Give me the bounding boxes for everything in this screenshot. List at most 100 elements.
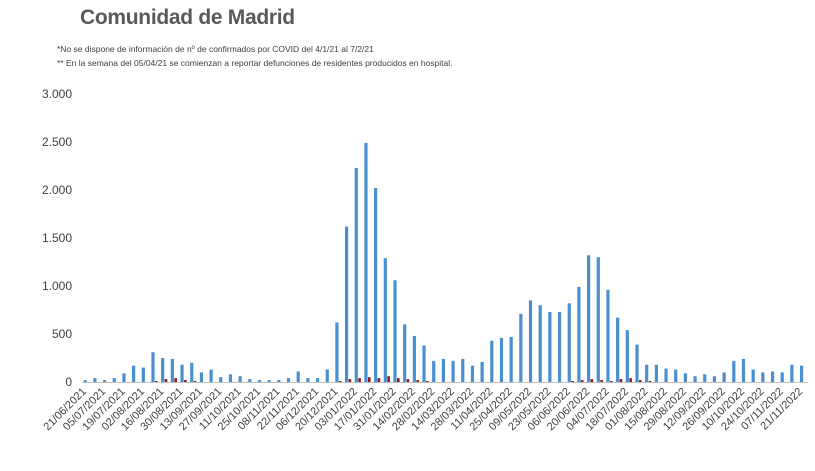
bar-confirmados	[364, 142, 368, 382]
bar-confirmados	[548, 311, 552, 382]
bar-confirmados	[635, 344, 639, 382]
bar-confirmados	[654, 364, 658, 382]
bar-confirmados	[693, 376, 697, 382]
bar-defunciones	[416, 380, 419, 382]
bar-defunciones	[367, 377, 371, 382]
bar-confirmados	[141, 367, 145, 382]
bar-confirmados	[238, 376, 242, 382]
bar-defunciones	[571, 381, 574, 382]
bar-confirmados	[325, 369, 329, 382]
bar-confirmados	[761, 372, 765, 382]
bar-confirmados	[780, 372, 784, 382]
bar-defunciones	[377, 378, 381, 382]
bar-confirmados	[93, 378, 97, 382]
bar-defunciones	[193, 381, 197, 382]
bar-confirmados	[286, 378, 291, 382]
bar-confirmados	[461, 358, 465, 382]
bar-confirmados	[577, 286, 581, 382]
bar-confirmados	[209, 369, 213, 382]
bar-defunciones	[174, 378, 177, 382]
bar-defunciones	[600, 380, 603, 382]
bar-confirmados	[751, 369, 755, 382]
bar-confirmados	[480, 361, 484, 382]
bar-defunciones	[406, 379, 410, 382]
bar-confirmados	[374, 188, 378, 382]
bar-confirmados	[296, 371, 300, 382]
bar-confirmados	[315, 378, 320, 382]
bar-confirmados	[122, 373, 126, 382]
bar-confirmados	[248, 379, 252, 382]
bar-confirmados	[112, 378, 116, 382]
bar-confirmados	[683, 373, 687, 382]
bar-confirmados	[732, 360, 736, 382]
bar-defunciones	[155, 381, 158, 382]
y-tick-label: 2.000	[42, 183, 72, 197]
bar-confirmados	[625, 330, 629, 382]
footnote-1: *No se dispone de información de nº de c…	[57, 44, 374, 54]
bar-confirmados	[267, 380, 271, 382]
bar-confirmados	[528, 300, 533, 382]
bar-confirmados	[199, 372, 203, 382]
bar-confirmados	[257, 380, 262, 382]
bar-confirmados	[616, 317, 620, 382]
y-tick-label: 0	[65, 375, 72, 389]
bar-confirmados	[383, 258, 387, 382]
bar-confirmados	[790, 364, 794, 382]
bar-defunciones	[639, 380, 642, 382]
bar-confirmados	[103, 380, 107, 382]
bar-confirmados	[432, 360, 436, 382]
bar-confirmados	[722, 372, 726, 382]
bar-defunciones	[387, 376, 390, 382]
bar-confirmados	[228, 374, 233, 382]
bar-confirmados	[741, 358, 746, 382]
y-tick-label: 3.000	[42, 87, 72, 101]
y-tick-label: 2.500	[42, 135, 72, 149]
bar-defunciones	[609, 381, 613, 382]
y-tick-label: 1.000	[42, 279, 72, 293]
bar-confirmados	[170, 358, 174, 382]
bar-confirmados	[664, 368, 668, 382]
bar-confirmados	[422, 345, 426, 382]
bar-defunciones	[629, 378, 632, 382]
bar-defunciones	[358, 378, 361, 382]
bar-confirmados	[499, 337, 504, 382]
bar-defunciones	[184, 380, 187, 382]
bar-confirmados	[674, 369, 678, 382]
bar-confirmados	[451, 360, 455, 382]
bar-confirmados	[277, 380, 281, 382]
y-tick-label: 500	[52, 327, 72, 341]
bar-defunciones	[397, 378, 400, 382]
bar-defunciones	[590, 379, 594, 382]
bar-defunciones	[338, 381, 342, 382]
bar-defunciones	[426, 381, 429, 382]
bar-confirmados	[393, 280, 397, 382]
bar-confirmados	[403, 324, 407, 382]
bar-confirmados	[83, 380, 87, 382]
y-tick-label: 1.500	[42, 231, 72, 245]
bar-confirmados	[354, 167, 358, 382]
bar-confirmados	[306, 378, 310, 382]
bar-confirmados	[441, 358, 445, 382]
bar-confirmados	[180, 364, 184, 382]
bar-confirmados	[770, 371, 775, 382]
bar-confirmados	[470, 365, 475, 382]
footnote-2: ** En la semana del 05/04/21 se comienza…	[57, 58, 453, 68]
bar-confirmados	[538, 305, 542, 382]
bar-confirmados	[151, 352, 155, 382]
bar-confirmados	[132, 365, 136, 382]
bar-confirmados	[345, 226, 349, 382]
bar-confirmados	[490, 340, 494, 382]
bar-confirmados	[567, 303, 571, 382]
bar-confirmados	[703, 374, 707, 382]
bar-defunciones	[648, 381, 652, 382]
bar-confirmados	[606, 289, 610, 382]
bar-confirmados	[799, 365, 804, 382]
bar-confirmados	[712, 376, 717, 382]
bar-defunciones	[348, 379, 352, 382]
bar-confirmados	[557, 311, 562, 382]
bar-confirmados	[645, 364, 649, 382]
bar-confirmados	[190, 362, 194, 382]
bar-defunciones	[580, 380, 584, 382]
bar-confirmados	[335, 322, 339, 382]
